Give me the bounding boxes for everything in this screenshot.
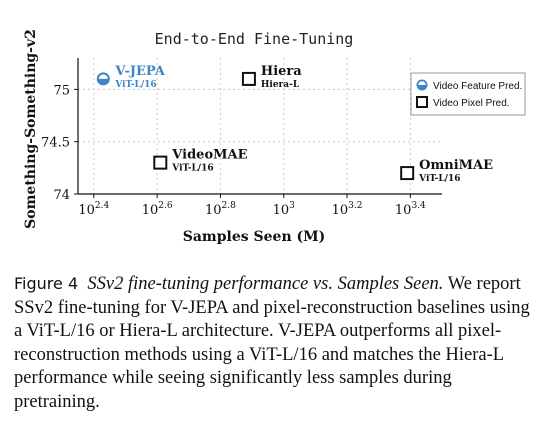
figure-caption: Figure 4 SSv2 fine-tuning performance vs… (14, 272, 534, 414)
data-points: V-JEPAViT-L/16HieraHiera-LVideoMAEViT-L/… (96, 64, 493, 184)
legend: Video Feature Pred. Video Pixel Pred. (410, 72, 526, 116)
axes (74, 58, 442, 198)
legend-entry-label: Video Feature Pred. (433, 81, 522, 92)
chart-title: End-to-End Fine-Tuning (155, 30, 354, 48)
marker-circle-highlight (418, 81, 426, 85)
point-label: OmniMAE (419, 158, 493, 173)
caption-subtitle: SSv2 fine-tuning performance vs. Samples… (87, 274, 444, 294)
point-omnimae (400, 166, 415, 181)
point-label: VideoMAE (171, 148, 247, 163)
y-tick-label: 74.5 (41, 136, 70, 151)
x-tick-label: 102.6 (142, 201, 173, 218)
y-tick-label: 75 (53, 83, 70, 98)
legend-marker-square (416, 96, 428, 108)
point-label: V-JEPA (114, 64, 165, 79)
caption-label: Figure 4 (14, 274, 79, 293)
legend-marker-circle (416, 79, 428, 91)
point-sublabel: ViT-L/16 (114, 80, 156, 90)
x-tick-label: 102.4 (78, 201, 109, 218)
y-tick-label: 74 (53, 188, 70, 203)
x-tick-label: 102.8 (205, 201, 236, 218)
x-tick-label: 103.4 (395, 201, 426, 218)
point-label: Hiera (261, 64, 302, 79)
x-tick-label: 103 (273, 201, 296, 218)
point-sublabel: ViT-L/16 (171, 164, 213, 174)
x-tick-label: 103.2 (332, 201, 363, 218)
point-sublabel: ViT-L/16 (418, 174, 460, 184)
point-videomae (153, 155, 168, 170)
legend-entry-label: Video Pixel Pred. (433, 98, 510, 109)
caption-body: We report SSv2 fine-tuning for V-JEPA an… (14, 274, 530, 412)
scatter-chart: End-to-End Fine-Tuning 102.4 102.6 102.8 10… (23, 29, 526, 245)
point-v-jepa (96, 72, 110, 86)
y-axis-label: Something-Something-v2 (23, 29, 39, 229)
x-axis-label: Samples Seen (M) (183, 229, 326, 245)
legend-box (410, 72, 526, 116)
tick-labels: 102.4 102.6 102.8 103 103.2 103.4 74 74.5 75 (41, 83, 426, 218)
point-sublabel: Hiera-L (261, 80, 300, 90)
marker-circle-highlight (98, 74, 108, 79)
point-hiera (241, 71, 256, 86)
